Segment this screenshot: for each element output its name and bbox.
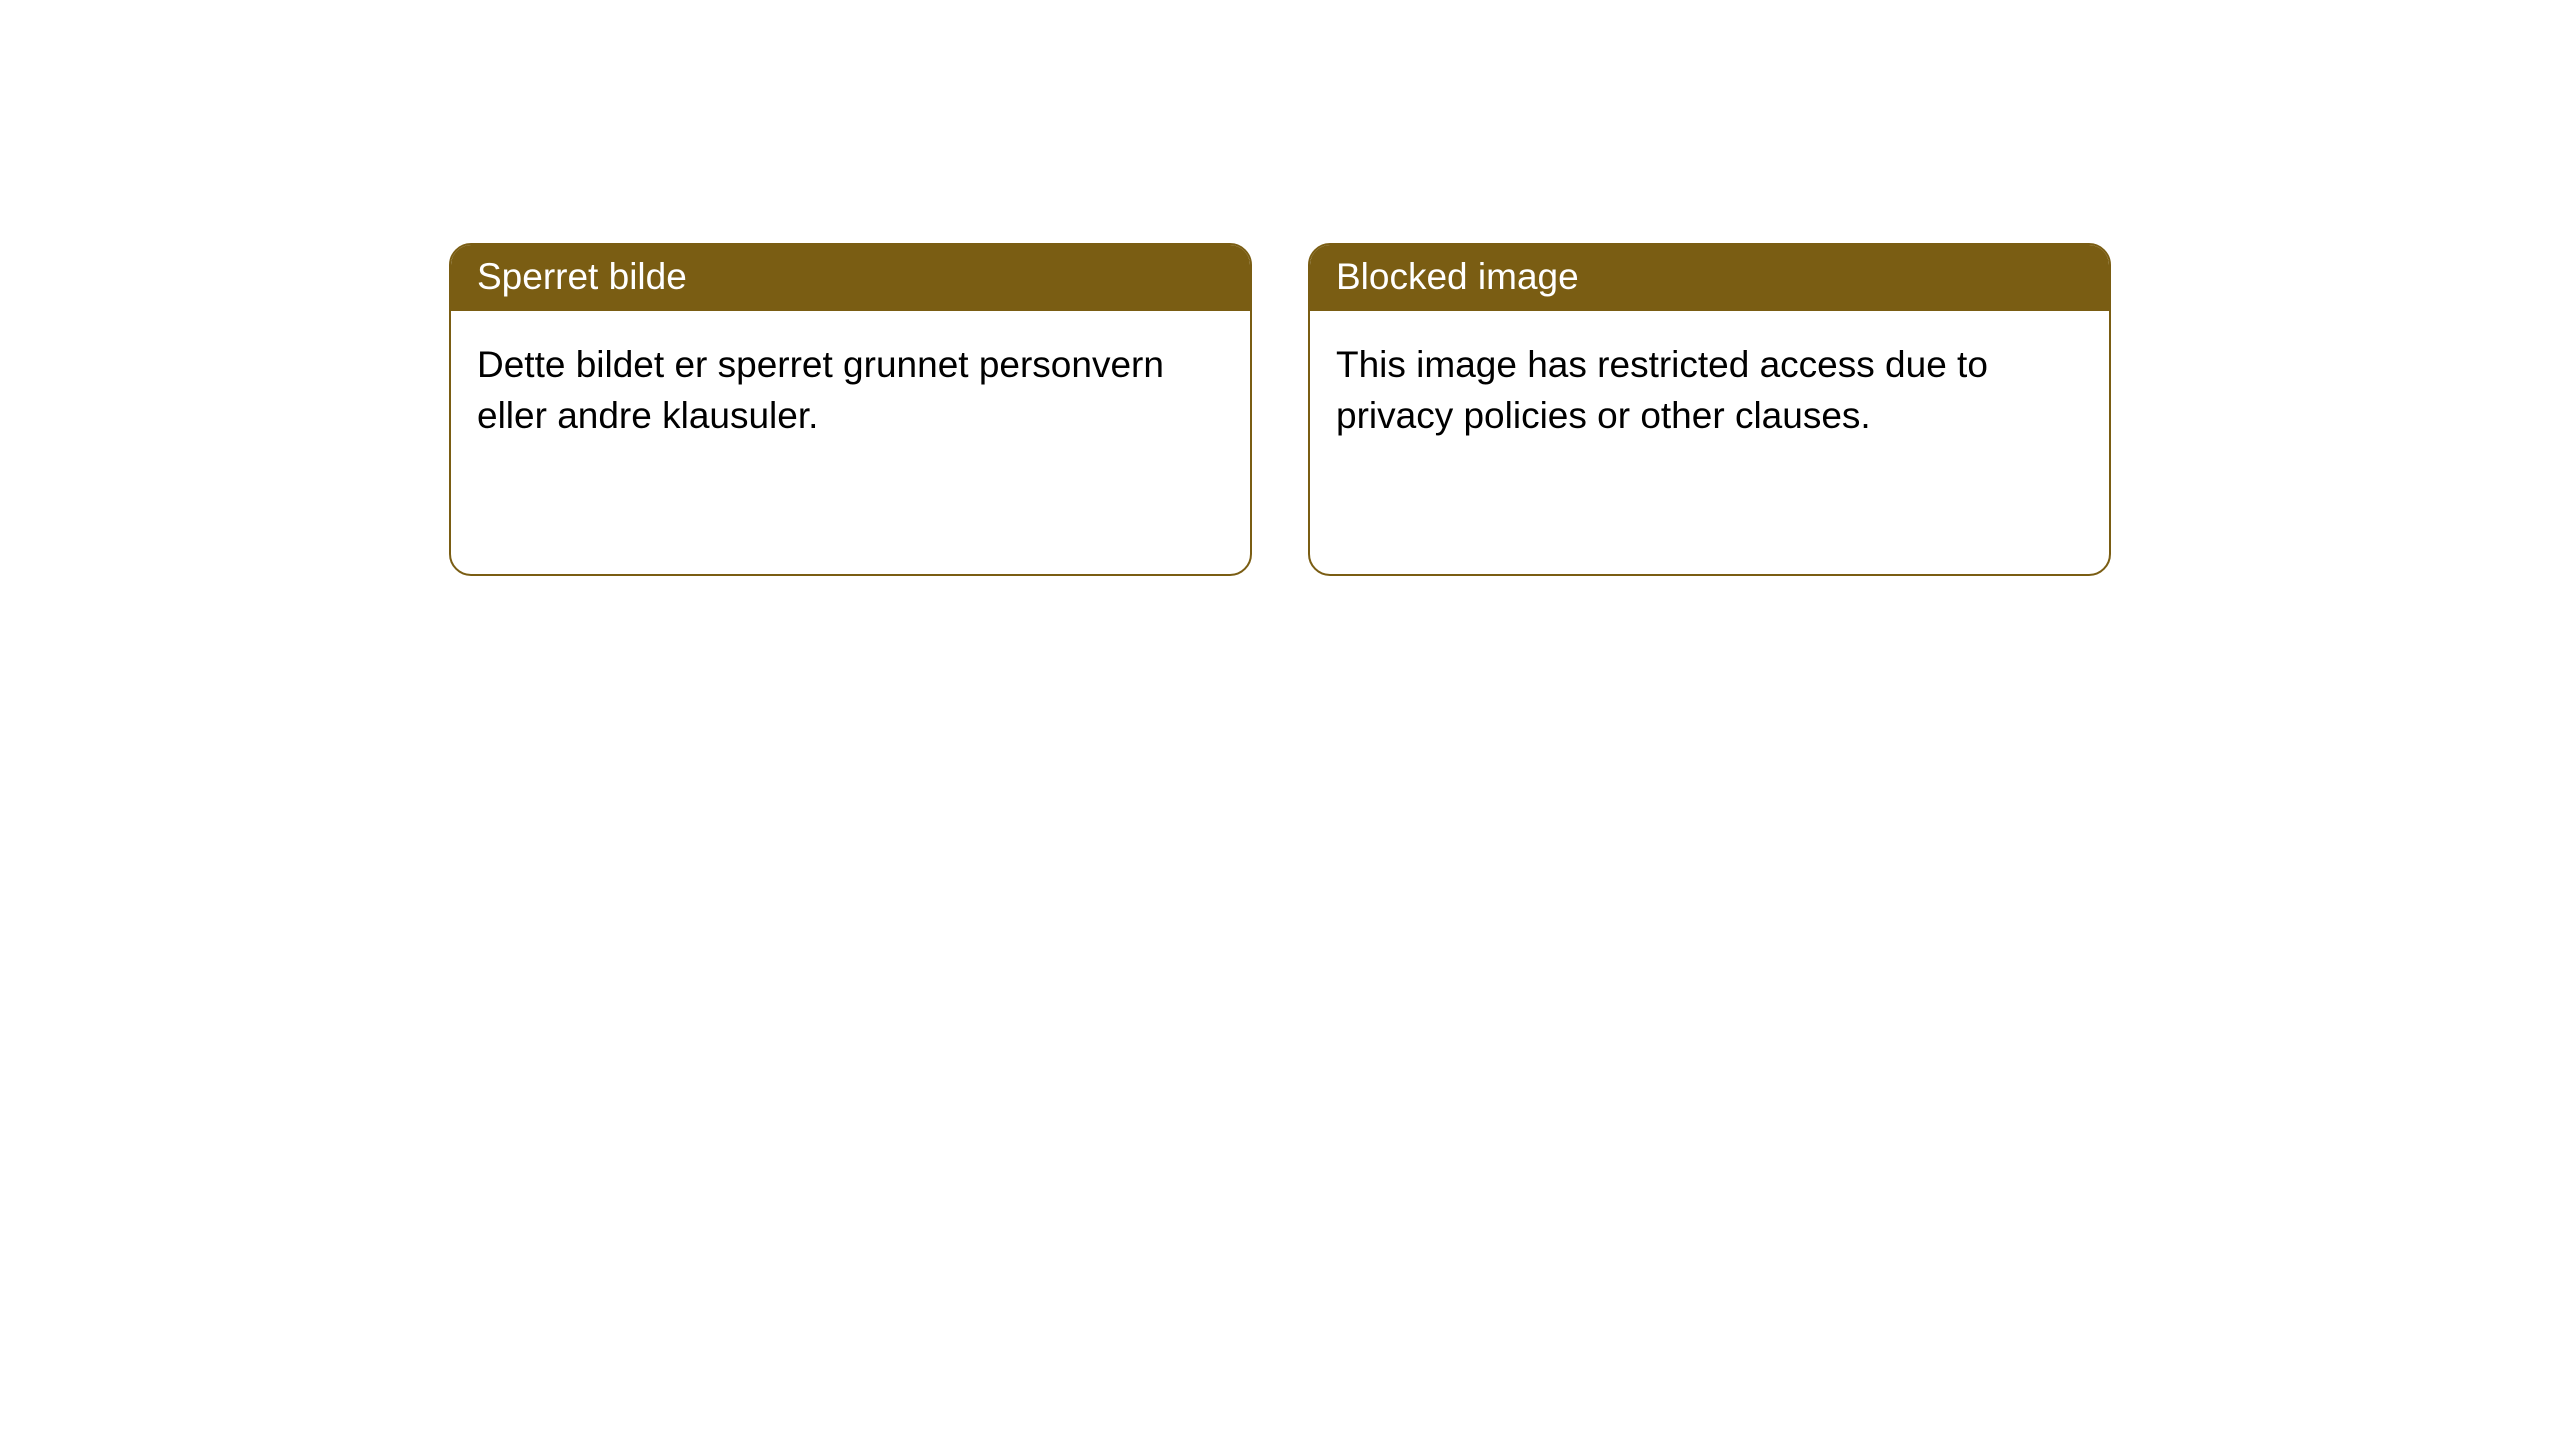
card-body-en: This image has restricted access due to … [1310, 311, 2109, 469]
blocked-image-card-no: Sperret bilde Dette bildet er sperret gr… [449, 243, 1252, 576]
card-header-no: Sperret bilde [451, 245, 1250, 311]
notice-container: Sperret bilde Dette bildet er sperret gr… [0, 0, 2560, 576]
card-body-no: Dette bildet er sperret grunnet personve… [451, 311, 1250, 469]
blocked-image-card-en: Blocked image This image has restricted … [1308, 243, 2111, 576]
card-header-en: Blocked image [1310, 245, 2109, 311]
